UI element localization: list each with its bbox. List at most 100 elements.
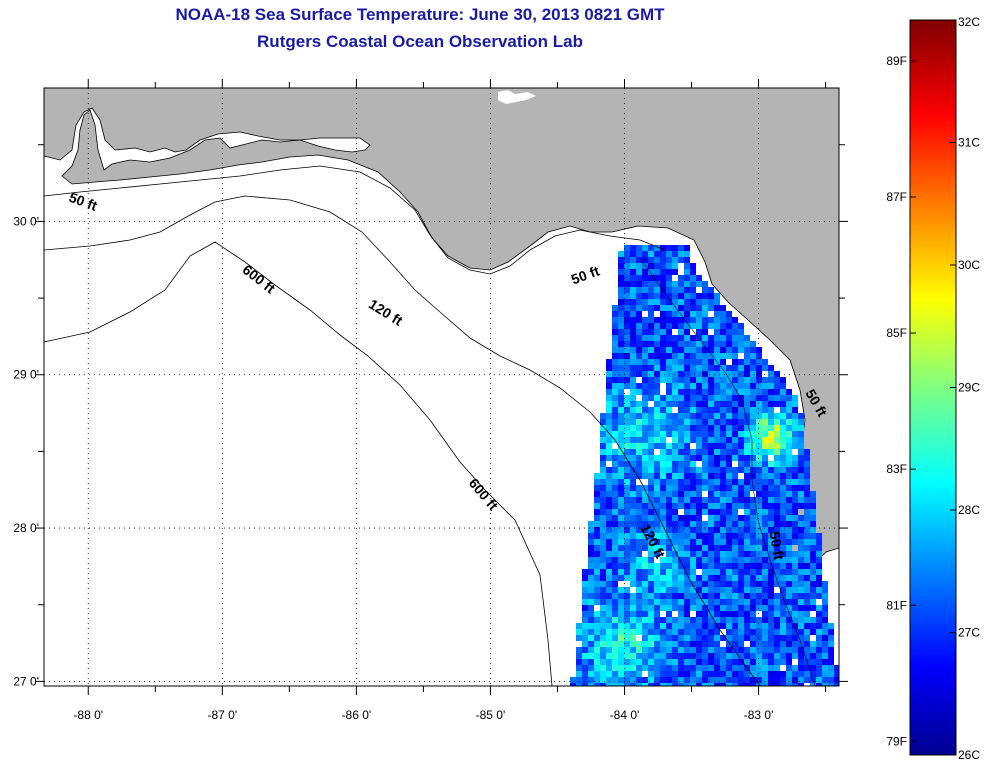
sst-cell — [660, 503, 666, 509]
sst-cell — [816, 551, 822, 557]
sst-cell — [732, 599, 738, 605]
sst-cell — [648, 353, 654, 359]
sst-cell — [798, 635, 804, 641]
sst-cell — [582, 617, 588, 623]
sst-cell — [672, 623, 678, 629]
sst-cell — [756, 437, 762, 443]
sst-cell — [654, 593, 660, 599]
sst-cell — [714, 365, 720, 371]
sst-cell — [786, 647, 792, 653]
sst-cell — [750, 683, 756, 686]
sst-cell — [672, 665, 678, 671]
sst-cell — [618, 431, 624, 437]
sst-cell — [780, 383, 786, 389]
sst-cell — [672, 509, 678, 515]
sst-cell — [666, 629, 672, 635]
sst-cell — [720, 515, 726, 521]
sst-cell — [684, 539, 690, 545]
sst-cell — [630, 299, 636, 305]
sst-cell — [708, 683, 714, 686]
sst-cell — [606, 479, 612, 485]
sst-cell — [594, 659, 600, 665]
sst-cell — [720, 443, 726, 449]
sst-cell — [684, 341, 690, 347]
sst-cell — [762, 449, 768, 455]
sst-cell — [630, 611, 636, 617]
sst-cell — [720, 677, 726, 683]
sst-cell — [600, 461, 606, 467]
sst-cell — [636, 335, 642, 341]
sst-cell — [762, 359, 768, 365]
sst-cell — [744, 407, 750, 413]
sst-cell — [774, 395, 780, 401]
sst-cell — [654, 617, 660, 623]
sst-cell — [708, 575, 714, 581]
sst-cell — [690, 521, 696, 527]
sst-cell — [630, 533, 636, 539]
sst-cell — [726, 341, 732, 347]
sst-cell — [624, 599, 630, 605]
sst-cell — [612, 623, 618, 629]
sst-cell — [798, 581, 804, 587]
sst-cell — [636, 269, 642, 275]
sst-cell — [678, 653, 684, 659]
sst-cell — [582, 671, 588, 677]
sst-cell — [750, 587, 756, 593]
sst-cell — [714, 509, 720, 515]
sst-cell — [648, 641, 654, 647]
sst-cell — [726, 599, 732, 605]
sst-cell — [666, 575, 672, 581]
sst-cell — [816, 635, 822, 641]
sst-cell — [726, 659, 732, 665]
sst-cell — [720, 323, 726, 329]
sst-cell — [630, 581, 636, 587]
sst-cell — [648, 341, 654, 347]
sst-cell — [582, 647, 588, 653]
sst-cell — [762, 659, 768, 665]
sst-cell — [618, 275, 624, 281]
sst-cell — [702, 665, 708, 671]
sst-cell — [786, 437, 792, 443]
sst-cell — [672, 299, 678, 305]
sst-cell — [600, 641, 606, 647]
sst-cell — [726, 521, 732, 527]
sst-cell — [738, 401, 744, 407]
sst-cell — [774, 569, 780, 575]
sst-cell — [756, 575, 762, 581]
sst-cell — [750, 641, 756, 647]
sst-cell — [708, 287, 714, 293]
sst-cell — [642, 647, 648, 653]
sst-cell — [624, 533, 630, 539]
sst-cell — [666, 407, 672, 413]
sst-cell — [744, 629, 750, 635]
sst-cell — [678, 497, 684, 503]
sst-cell — [684, 269, 690, 275]
sst-cell — [642, 377, 648, 383]
sst-cell — [708, 389, 714, 395]
sst-cell — [666, 557, 672, 563]
sst-cell — [660, 545, 666, 551]
sst-cell — [756, 665, 762, 671]
sst-cell — [750, 473, 756, 479]
sst-cell — [624, 251, 630, 257]
sst-cell — [654, 665, 660, 671]
sst-cell — [756, 365, 762, 371]
sst-cell — [594, 545, 600, 551]
sst-cell — [618, 257, 624, 263]
sst-cell — [708, 569, 714, 575]
sst-cell — [642, 587, 648, 593]
sst-cell — [618, 305, 624, 311]
sst-cell — [786, 599, 792, 605]
sst-cell — [798, 545, 804, 551]
sst-cell — [774, 653, 780, 659]
sst-cell — [660, 581, 666, 587]
sst-cell — [750, 665, 756, 671]
sst-cell — [594, 527, 600, 533]
sst-cell — [672, 419, 678, 425]
sst-cell — [696, 683, 702, 686]
sst-cell — [648, 419, 654, 425]
sst-cell — [606, 491, 612, 497]
sst-cell — [612, 311, 618, 317]
sst-cell — [726, 389, 732, 395]
sst-cell — [786, 641, 792, 647]
